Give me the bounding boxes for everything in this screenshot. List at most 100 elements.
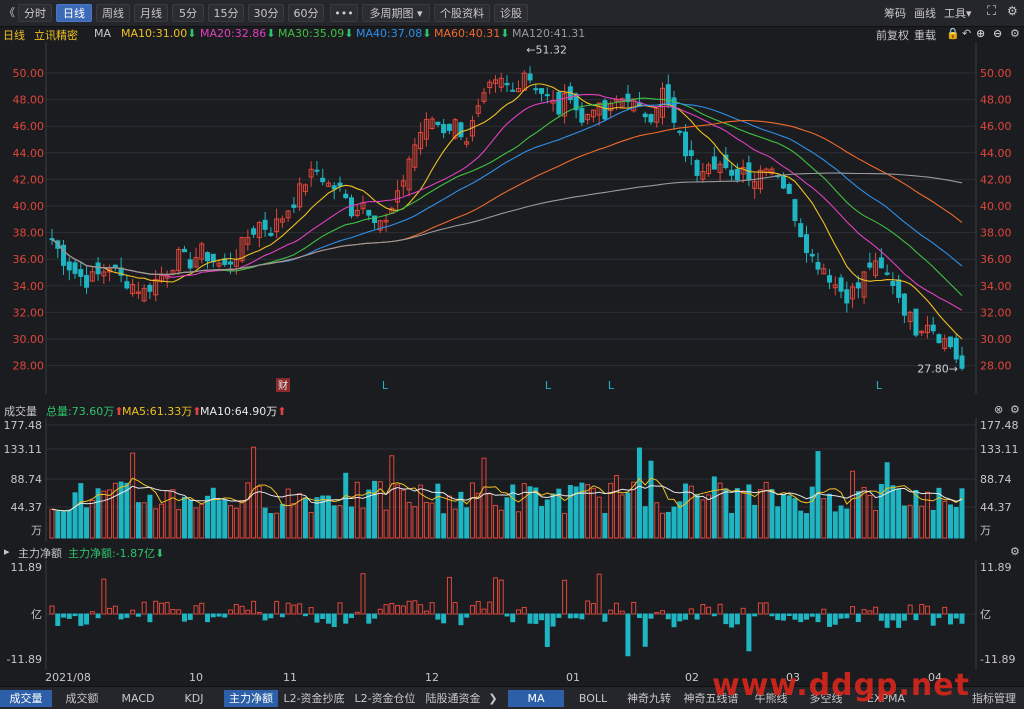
diagnose-button[interactable]: 诊股 bbox=[494, 4, 528, 22]
money-bar bbox=[654, 611, 660, 615]
candle-body bbox=[539, 88, 545, 94]
overlay-button[interactable]: 重载 bbox=[914, 29, 936, 42]
tab-30min[interactable]: 30分 bbox=[248, 4, 284, 22]
tab-turnover[interactable]: 成交额 bbox=[65, 692, 99, 705]
tab-hk-connect[interactable]: 陆股通资金 bbox=[425, 692, 481, 705]
tools-button[interactable]: 工具▾ bbox=[944, 5, 972, 21]
candle-body bbox=[516, 88, 522, 93]
tab-indicator-manage[interactable]: 指标管理 bbox=[972, 692, 1016, 705]
candle-body bbox=[838, 277, 844, 292]
money-bar bbox=[101, 578, 107, 615]
volume-bar bbox=[890, 485, 896, 539]
money-bar bbox=[706, 606, 712, 615]
money-bar bbox=[562, 579, 568, 615]
settings-icon[interactable]: ⚙ bbox=[1010, 27, 1020, 40]
candle-body bbox=[383, 219, 389, 223]
money-bar bbox=[867, 610, 873, 615]
money-bar bbox=[124, 613, 130, 618]
money-bar bbox=[585, 600, 591, 615]
volume-bar bbox=[642, 506, 648, 539]
draw-line-button[interactable]: 画线 bbox=[914, 7, 936, 20]
settings-icon[interactable]: ⚙ bbox=[1010, 403, 1020, 416]
tab-bull-bear[interactable]: 牛熊线 bbox=[754, 692, 788, 705]
candle-body bbox=[337, 182, 343, 187]
tab-daily[interactable]: 日线 bbox=[56, 4, 92, 22]
undo-icon[interactable]: ↶ bbox=[962, 27, 972, 40]
tab-ma[interactable]: MA bbox=[508, 690, 564, 707]
tab-l2-bottom[interactable]: L2-资金抄底 bbox=[283, 692, 345, 705]
money-bar bbox=[377, 608, 383, 615]
candle-body bbox=[734, 168, 740, 181]
tab-kdj[interactable]: KDJ bbox=[184, 692, 204, 705]
chevron-down-icon: ▾ bbox=[966, 7, 972, 20]
tab-15min[interactable]: 15分 bbox=[208, 4, 244, 22]
money-bar bbox=[734, 613, 740, 625]
money-flow-chart[interactable]: 11.89 11.89 亿 亿 -11.89 -11.89 bbox=[0, 560, 1024, 670]
candle-body bbox=[694, 160, 700, 176]
money-bar bbox=[573, 613, 579, 619]
tab-boll[interactable]: BOLL bbox=[578, 692, 608, 705]
money-bar bbox=[873, 606, 879, 615]
stock-info-button[interactable]: 个股资料 bbox=[434, 4, 490, 22]
l-marker: L bbox=[608, 379, 615, 392]
tab-long-short[interactable]: 多空线 bbox=[809, 692, 843, 705]
chips-button[interactable]: 筹码 bbox=[884, 7, 906, 20]
volume-bar bbox=[256, 486, 262, 539]
money-collapse-icon[interactable]: ▸ bbox=[4, 545, 10, 558]
money-bar bbox=[677, 613, 683, 622]
money-bar bbox=[901, 613, 907, 621]
tab-nine-turn[interactable]: 神奇九转 bbox=[627, 692, 671, 705]
expand-icon[interactable]: ⛶ bbox=[987, 4, 997, 19]
tab-l2-position[interactable]: L2-资金仓位 bbox=[354, 692, 416, 705]
candle-body bbox=[884, 272, 890, 275]
tab-5min[interactable]: 5分 bbox=[172, 4, 204, 22]
money-bar bbox=[539, 613, 545, 621]
volume-bar bbox=[268, 512, 274, 539]
volume-bar bbox=[78, 483, 84, 539]
price-tick-left: 44.00 bbox=[13, 147, 45, 160]
candle-body bbox=[901, 293, 907, 316]
close-icon[interactable]: ⊗ bbox=[994, 403, 1004, 416]
tab-macd[interactable]: MACD bbox=[121, 692, 155, 705]
volume-bar bbox=[475, 492, 481, 539]
low-label: 27.80→ bbox=[917, 362, 958, 375]
candle-body bbox=[268, 232, 274, 236]
more-button[interactable]: ••• bbox=[330, 4, 358, 22]
money-bar bbox=[112, 605, 118, 615]
volume-bar bbox=[228, 505, 234, 539]
zoom-in-icon[interactable]: ⊕ bbox=[976, 27, 986, 40]
candle-body bbox=[435, 121, 441, 126]
back-icon[interactable]: 《 bbox=[4, 6, 15, 19]
volume-ma10: MA10:64.90万⬆ bbox=[200, 405, 287, 418]
tab-five-line[interactable]: 神奇五线谱 bbox=[683, 692, 739, 705]
candlestick-chart[interactable]: 50.00 50.00 48.00 48.00 46.00 46.00 44.00 44.00… bbox=[0, 42, 1024, 394]
volume-bar bbox=[798, 510, 804, 539]
chevron-down-icon: ▾ bbox=[416, 7, 423, 20]
volume-bar bbox=[590, 488, 596, 539]
volume-bar bbox=[752, 504, 758, 539]
money-bar bbox=[372, 613, 378, 619]
candle-body bbox=[78, 269, 84, 277]
tab-volume[interactable]: 成交量 bbox=[0, 690, 52, 707]
money-bar bbox=[61, 613, 67, 618]
tab-main-money[interactable]: 主力净额 bbox=[224, 690, 278, 707]
volume-bar bbox=[947, 504, 953, 539]
volume-chart[interactable]: 177.48 177.48 133.11 133.11 88.74 88.74 44.37 4… bbox=[0, 418, 1024, 542]
money-bar bbox=[130, 609, 136, 615]
chevron-right-icon[interactable]: ❯ bbox=[488, 692, 498, 705]
settings-icon[interactable]: ⚙ bbox=[1007, 4, 1018, 18]
ma-label[interactable]: MA bbox=[94, 27, 112, 40]
zoom-out-icon[interactable]: ⊖ bbox=[993, 27, 1003, 40]
tab-60min[interactable]: 60分 bbox=[288, 4, 324, 22]
volume-bar bbox=[919, 505, 925, 539]
tab-monthly[interactable]: 月线 bbox=[134, 4, 168, 22]
fq-button[interactable]: 前复权 bbox=[876, 29, 909, 42]
multi-period-dropdown[interactable]: 多周期图 ▾ bbox=[362, 4, 430, 22]
tab-weekly[interactable]: 周线 bbox=[96, 4, 130, 22]
settings-icon[interactable]: ⚙ bbox=[1010, 545, 1020, 558]
candle-body bbox=[924, 324, 930, 334]
tab-expma[interactable]: EXPMA bbox=[866, 692, 906, 705]
tab-fenshi[interactable]: 分时 bbox=[18, 4, 52, 22]
volume-bar bbox=[498, 509, 504, 539]
lock-icon[interactable]: 🔒 bbox=[946, 27, 960, 40]
